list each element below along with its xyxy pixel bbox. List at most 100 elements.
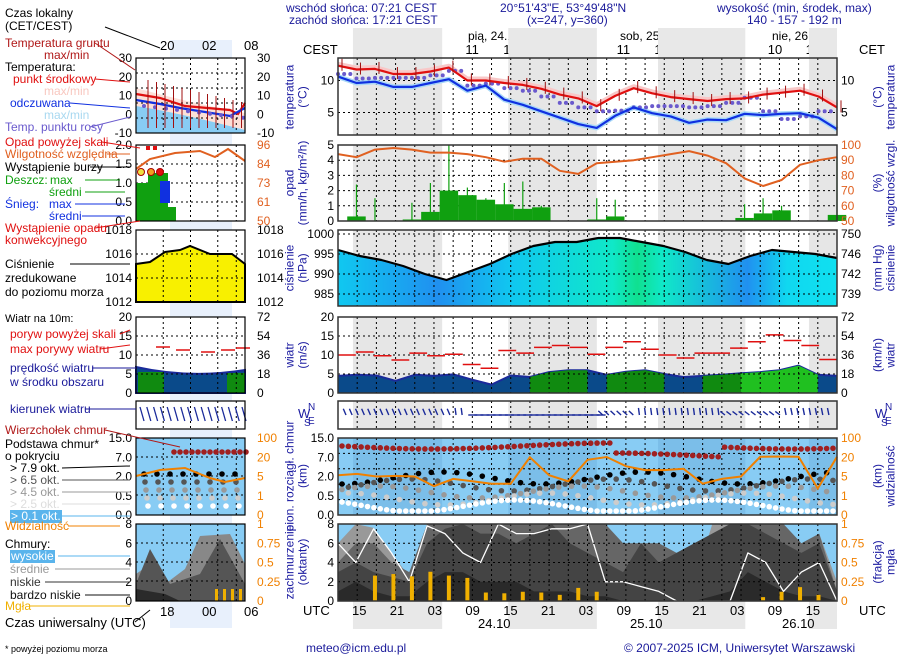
humidity-ylabel-right: (%) wilgotność wzgl. — [871, 140, 898, 228]
cloud-base-dot — [377, 477, 384, 483]
cloud-base-dot — [709, 492, 715, 498]
legend-wind-arrow — [227, 406, 234, 422]
cloud-base-dot — [721, 490, 728, 496]
cloud-top-dot — [791, 446, 798, 452]
cloud-top-dot — [664, 451, 671, 458]
cover-panel-border — [337, 523, 838, 602]
cloud-base-dot — [587, 495, 594, 501]
cloud-base-dot — [658, 504, 664, 510]
cloud-base-dot — [434, 507, 441, 514]
cloud-base-dot — [492, 494, 498, 501]
day-label-0: pią, 24.10 — [468, 29, 521, 43]
legend-wind-tick-right: 72 — [257, 310, 271, 324]
utc-hour-label: 15 — [352, 603, 367, 618]
fog-bar — [594, 591, 599, 601]
cloud-base-dot — [658, 470, 664, 476]
legend-pressure: Ciśnienie — [5, 257, 55, 271]
legend-temp-tick-right: 0 — [257, 107, 264, 121]
legend-snow-max: max — [49, 197, 72, 211]
legend-visibility: Widzialność — [5, 519, 70, 533]
night-band-top — [657, 28, 746, 61]
legend-feels: odczuwana — [10, 96, 71, 110]
cloud-top-dot — [715, 454, 722, 460]
legend-storm-dot — [137, 168, 145, 176]
cloud-top-dot — [409, 446, 415, 452]
cloud-top-dot — [619, 450, 626, 456]
cloud-top-dot — [498, 444, 505, 450]
cloud-base-dot — [402, 485, 409, 491]
legend-cloud-top-dot — [189, 449, 195, 455]
cloud-base-dot — [645, 506, 651, 512]
cloud-base-dot — [740, 499, 747, 506]
cloud-top-dot — [830, 445, 836, 452]
wind-arrow — [434, 408, 439, 416]
legend-cover-tick-left: 4 — [125, 556, 132, 570]
wind-ylabel-left-line: wiatr — [283, 342, 297, 368]
dew-point-dot — [385, 75, 390, 80]
cloud-base-dot — [485, 486, 492, 493]
cloud-base-dot — [791, 495, 798, 502]
local-hour-label: 11 — [465, 42, 479, 57]
legend-cloud-base-dot — [194, 479, 200, 485]
wind-arrow — [367, 408, 372, 416]
legend-dew: Temp. punktu rosy — [5, 120, 104, 134]
legend-wind-arrow — [139, 406, 145, 422]
fog-tick-right: 0.25 — [841, 575, 865, 589]
legend-cloud-vlow: bardzo niskie — [10, 588, 81, 602]
cloud-base-dot — [549, 490, 556, 496]
dew-point-dot — [822, 109, 827, 114]
cloud-top-dot — [632, 450, 639, 457]
legend-cloud-base-dot — [181, 479, 187, 485]
precip-tick-left: 1 — [327, 199, 334, 213]
legend-wind-green — [138, 372, 164, 393]
cloud-top-dot — [422, 446, 428, 452]
cloud-base-dot — [517, 490, 524, 497]
dew-point-dot — [730, 100, 735, 105]
email-link[interactable]: meteo@icm.edu.pl — [306, 641, 407, 655]
utc-hour-label: 15 — [654, 603, 669, 618]
wind-ylabel-right-line: (km/h) — [871, 338, 885, 372]
precip-ylabel-left-line: (mm/h, kg/m²/h) — [296, 141, 310, 226]
cloud-top-dot — [466, 445, 473, 452]
legend-storm: Wystąpienie burzy — [5, 160, 103, 174]
cloud-top-dot — [613, 450, 619, 456]
cloud-base-dot — [613, 508, 619, 514]
pressure-tick-right: 742 — [841, 267, 861, 281]
cloud-base-dot — [339, 481, 345, 487]
cloud-base-dot — [696, 497, 702, 504]
wind-arrow — [422, 408, 427, 416]
cloud-base-dot — [364, 479, 371, 485]
legend-cloud-top-dot — [237, 449, 243, 455]
legend-fog-bar — [215, 589, 218, 601]
legend-leader-line — [94, 42, 136, 71]
cloud-top-dot — [383, 445, 390, 451]
cloud-base-dot — [683, 499, 690, 506]
precip-tick-left: 2 — [327, 184, 334, 198]
legend-cloud-base-dot — [235, 495, 241, 501]
cloud-base-dot — [511, 488, 517, 494]
utc-hour-label: 21 — [389, 603, 405, 618]
legend-cloud-base-sub: o pokryciu — [5, 449, 60, 463]
cloud-top-dot — [607, 440, 613, 446]
wind-arrow — [762, 410, 769, 416]
fog-bar — [409, 576, 414, 601]
legend-temp-tick-right: 20 — [257, 70, 271, 84]
legend-cloud-base-dot — [196, 495, 202, 501]
cloud-top-dot — [530, 442, 537, 449]
fog-bar — [557, 594, 562, 601]
legend-cloud-base-dot — [195, 487, 201, 493]
legend-cover-tick-right: 0.5 — [257, 556, 274, 570]
wind-arrow — [354, 408, 359, 416]
humidity-tick-right: 90 — [841, 153, 855, 167]
cloud-base-dot — [396, 508, 403, 514]
cloud-base-dot — [766, 503, 773, 510]
fog-tick-right: 0.75 — [841, 536, 865, 550]
legend-rain-bar — [168, 207, 176, 221]
cloud-base-dot — [607, 485, 613, 492]
cloud-base-dot — [422, 500, 428, 507]
legend-cloud-base-dot — [207, 479, 213, 485]
dew-point-dot — [650, 104, 655, 109]
cloud-base-dot — [396, 496, 403, 503]
legend-cloud-base-dot — [206, 471, 212, 477]
date-label-2: 26.10 — [782, 616, 815, 631]
